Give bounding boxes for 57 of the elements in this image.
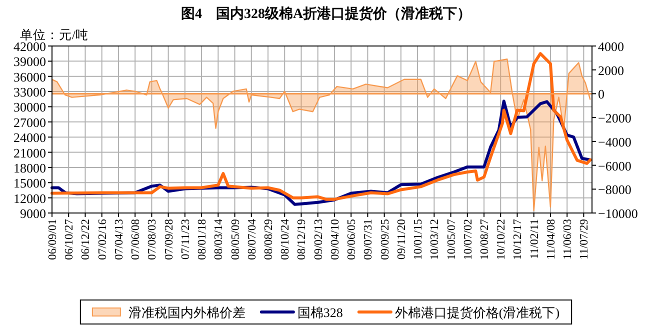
y-tick-label: 24000 [14,130,46,146]
x-tick-label: 09/06/05 [346,218,358,260]
y-axis-title: 单位：元/吨 [20,28,88,42]
y-tick-label: 12000 [14,190,46,206]
y-tick-label: 21000 [14,145,46,160]
x-tick-label: 07/06/08 [130,218,142,260]
y-tick-label: 33000 [14,84,46,100]
y2-tick-label: −2000 [598,110,632,126]
x-tick-label: 11/07/29 [578,218,591,260]
x-tick-label: 10/10/22 [496,218,508,260]
x-tick-label: 10/12/17 [512,218,524,260]
y-tick-label: 18000 [14,160,46,176]
y2-tick-label: 0 [598,86,604,102]
x-tick-label: 10/08/27 [479,218,491,260]
legend-label: 外棉港口提货价格(滑准税下) [394,305,560,320]
x-tick-label: 08/12/19 [296,218,308,260]
y2-tick-label: 2000 [598,62,624,78]
x-tick-label: 06/10/27 [64,218,76,260]
y-tick-label: 30000 [14,100,46,115]
y2-tick-label: −10000 [598,206,638,221]
y-tick-label: 27000 [14,114,46,130]
y2-tick-label: −6000 [598,158,632,174]
x-tick-label: 07/04/13 [113,218,126,260]
x-tick-label: 08/05/09 [230,218,242,260]
legend-label: 国棉328 [297,305,343,320]
x-tick-label: 09/04/10 [329,218,342,260]
x-tick-label: 08/10/24 [280,218,292,260]
x-tick-label: 06/12/22 [80,218,92,260]
x-tick-label: 11/02/11 [528,218,541,260]
y-tick-label: 36000 [14,69,46,84]
x-tick-label: 09/09/25 [379,218,392,260]
y2-tick-label: −8000 [598,182,632,198]
y-tick-label: 15000 [14,176,46,191]
x-tick-label: 08/03/14 [213,218,226,260]
x-tick-label: 10/05/07 [446,218,458,260]
x-tick-label: 08/07/04 [246,218,258,260]
x-tick-label: 11/06/03 [562,218,574,260]
y-tick-label: 9000 [20,206,46,221]
x-tick-label: 07/09/28 [163,218,176,260]
x-tick-label: 10/07/02 [462,218,474,260]
x-tick-label: 07/08/03 [146,218,159,260]
y2-tick-label: −4000 [598,134,632,150]
y2-tick-label: 4000 [598,39,624,54]
x-tick-label: 07/11/23 [180,218,192,260]
x-tick-label: 09/11/20 [396,218,408,260]
chart-title: 图4 国内328级棉A折港口提货价（滑准税下） [180,5,472,22]
x-tick-label: 06/09/01 [47,218,59,260]
x-tick-label: 08/08/29 [263,218,275,260]
x-tick-label: 07/02/16 [96,218,109,260]
y-tick-label: 39000 [14,54,46,70]
x-tick-label: 09/07/31 [362,218,375,260]
x-tick-label: 10/03/12 [429,218,442,260]
legend-label: 滑准税国内外棉价差 [128,305,246,320]
x-tick-label: 10/01/15 [412,218,425,260]
x-tick-label: 09/02/13 [312,218,325,260]
x-tick-label: 11/04/08 [545,218,558,260]
x-tick-label: 08/01/18 [196,218,209,260]
